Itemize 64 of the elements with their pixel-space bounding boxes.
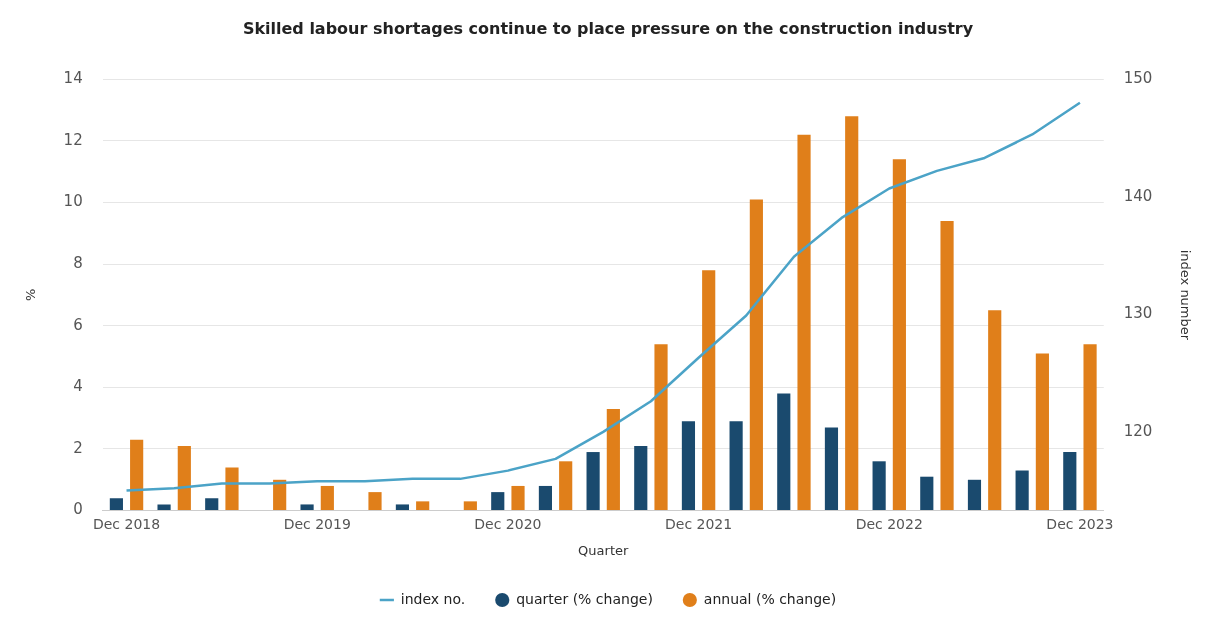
bar [511,485,525,511]
x-tick-label: Dec 2018 [92,515,161,532]
bar [300,504,314,511]
y2-tick-label: 140 [1123,186,1153,205]
bar [538,485,553,511]
bar [892,159,906,511]
bar [177,445,191,511]
legend-label: annual (% change) [703,590,837,607]
bar [109,498,123,511]
x-tick-label: Dec 2023 [1046,515,1114,532]
bar [967,479,982,511]
bar [845,116,859,511]
bar [491,492,505,511]
y-tick-label: 4 [73,377,83,396]
bar [559,461,573,511]
bar [586,452,600,511]
y-tick-label: 2 [73,438,83,457]
y-tick-label: 10 [63,192,83,211]
bar [1083,344,1097,511]
chart-title: Skilled labour shortages continue to place pressure on the construction industry [242,18,974,38]
bar [157,504,171,511]
bar [634,445,648,511]
bar [1035,353,1049,511]
bar [777,393,791,511]
y-axis-title: % [23,288,39,302]
bar [988,310,1002,511]
y2-tick-label: 150 [1123,69,1153,88]
bar [273,479,287,511]
y2-tick-label: 120 [1123,421,1153,440]
bar [368,492,382,511]
bar [872,461,886,511]
y2-tick-label: 130 [1123,304,1153,323]
bar [1063,452,1077,511]
y-tick-label: 8 [73,253,83,272]
bar [130,439,144,511]
legend-label: quarter (% change) [516,590,653,607]
y-tick-label: 12 [63,130,83,149]
bar [940,220,954,511]
bar [681,421,696,511]
bar [205,498,219,511]
bar [395,504,409,511]
y2-axis-title: index number [1177,249,1193,341]
x-tick-label: Dec 2019 [283,515,351,532]
bar [1015,470,1029,511]
bar [416,501,430,511]
bar [749,199,763,511]
x-tick-label: Dec 2020 [474,515,542,532]
x-axis-title: Quarter [578,542,629,558]
bar [702,270,716,511]
bar [225,467,239,511]
bar [320,485,334,511]
x-tick-label: Dec 2022 [855,515,923,532]
bar [654,344,668,511]
bar [797,134,811,511]
bar [606,408,620,511]
bar [920,476,934,511]
bar [463,501,477,511]
bar [729,421,743,511]
legend-label: index no. [400,590,466,607]
y-tick-label: 14 [63,69,83,88]
x-tick-label: Dec 2021 [664,515,733,532]
y-tick-label: 6 [73,315,83,334]
y-tick-label: 0 [73,500,83,519]
bar [824,427,839,511]
